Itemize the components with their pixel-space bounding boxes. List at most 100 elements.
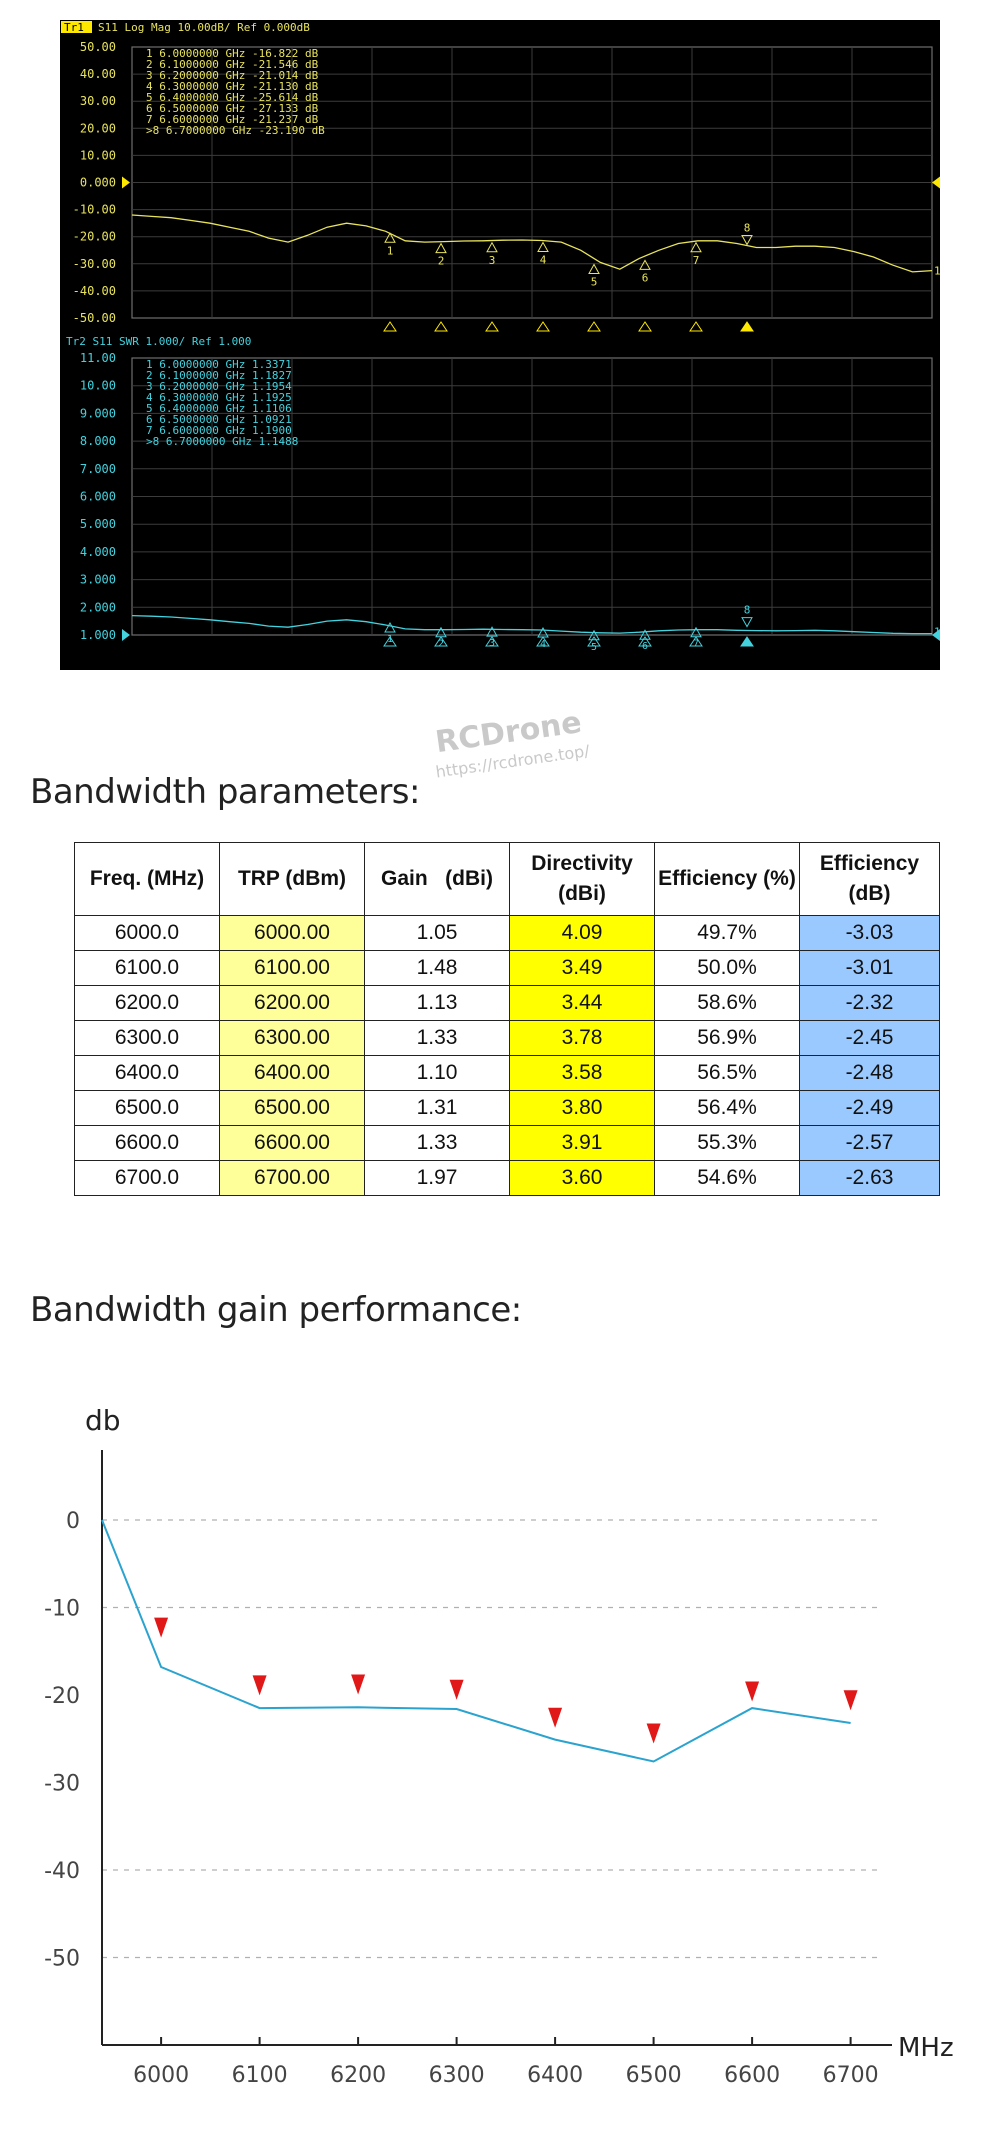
table-cell: 3.91 <box>509 1125 655 1161</box>
table-cell: 1.33 <box>364 1020 510 1056</box>
trace1-marker-arrow <box>639 259 651 270</box>
trace1-bottom-marker <box>383 321 397 332</box>
gain-marker <box>351 1674 366 1695</box>
trace2-marker-label: 5 <box>591 642 597 653</box>
trace1-y-tick: -40.00 <box>73 284 116 298</box>
trace2-bottom-marker <box>434 636 448 647</box>
trace1-line <box>131 214 933 273</box>
table-cell: -2.63 <box>799 1160 940 1196</box>
table-cell: 6100.0 <box>74 950 220 986</box>
table-cell: 49.7% <box>654 915 800 951</box>
table-cell: 6500.0 <box>74 1090 220 1126</box>
trace1-marker-readout: 1 6.0000000 GHz -16.822 dB <box>146 47 319 60</box>
trace2-bottom-marker <box>587 636 601 647</box>
trace1-y-tick: 0.000 <box>80 176 116 190</box>
header-trp: TRP (dBm) <box>219 842 365 916</box>
table-cell: 6400.00 <box>219 1055 365 1091</box>
table-row: 6500.0 6500.00 1.31 3.80 56.4% -2.49 <box>74 1090 940 1126</box>
y-tick-label: -30 <box>44 1772 80 1797</box>
trace2-marker-arrow <box>384 621 396 633</box>
gain-marker <box>745 1681 760 1702</box>
trace2-y-tick: 9.000 <box>80 406 116 420</box>
trace2-marker-arrow <box>741 617 753 628</box>
trace1-y-tick: -50.00 <box>73 311 116 325</box>
watermark: RCDrone https://rcdrone.top/ <box>397 700 623 786</box>
table-cell: 6700.0 <box>74 1160 220 1196</box>
trace1-y-tick: 10.00 <box>80 148 116 162</box>
table-cell: 6300.0 <box>74 1020 220 1056</box>
gain-line <box>101 1519 851 1763</box>
gain-marker <box>646 1723 661 1744</box>
trace1-end-label: 1 <box>934 265 940 278</box>
trace1-marker-arrow <box>537 241 549 252</box>
trace1-marker-readout: 5 6.4000000 GHz -25.614 dB <box>146 91 319 104</box>
trace2-marker-label: 2 <box>438 639 444 650</box>
table-cell: 6100.00 <box>219 950 365 986</box>
table-row: 6200.0 6200.00 1.13 3.44 58.6% -2.32 <box>74 985 940 1021</box>
trace1-marker-readout: 2 6.1000000 GHz -21.546 dB <box>146 58 319 71</box>
table-cell: -2.57 <box>799 1125 940 1161</box>
gain-marker <box>843 1690 858 1711</box>
trace2-y-tick: 8.000 <box>80 434 116 448</box>
table-cell: 50.0% <box>654 950 800 986</box>
table-cell: 6000.00 <box>219 915 365 951</box>
trace2-marker-readout: 2 6.1000000 GHz 1.1827 <box>146 369 292 382</box>
y-tick-label: 0 <box>66 1509 80 1534</box>
table-body: 6000.0 6000.00 1.05 4.09 49.7% -3.03 6100.0 610… <box>74 915 940 1196</box>
table-cell: 3.60 <box>509 1160 655 1196</box>
table-cell: -2.32 <box>799 985 940 1021</box>
header-directivity: Directivity (dBi) <box>509 842 655 916</box>
table-cell: 6600.00 <box>219 1125 365 1161</box>
trace2-y-tick: 4.000 <box>80 545 116 559</box>
x-tick-label: 6600 <box>724 2063 780 2088</box>
trace2-marker-label: 8 <box>744 604 751 617</box>
x-tick-label: 6700 <box>823 2063 879 2088</box>
table-cell: 1.97 <box>364 1160 510 1196</box>
x-tick-label: 6500 <box>626 2063 682 2088</box>
trace2-y-tick: 3.000 <box>80 573 116 587</box>
trace2-marker-arrow <box>639 629 651 640</box>
trace1-marker-label: 1 <box>387 244 394 257</box>
trace1-ref-left <box>122 176 130 189</box>
y-tick-label: -40 <box>44 1859 80 1884</box>
trace2-marker-label: 4 <box>540 639 546 650</box>
y-tick-label: -50 <box>44 1947 80 1972</box>
trace1-y-tick: -30.00 <box>73 257 116 271</box>
table-cell: 1.33 <box>364 1125 510 1161</box>
trace1-marker-label: 8 <box>744 222 751 235</box>
table-cell: 6000.0 <box>74 915 220 951</box>
table-cell: 6500.00 <box>219 1090 365 1126</box>
trace1-marker-label: 6 <box>642 271 649 284</box>
table-cell: 1.10 <box>364 1055 510 1091</box>
trace2-end-label: 1 <box>934 626 940 639</box>
trace1-y-tick: 30.00 <box>80 94 116 108</box>
trace2-marker-label: 1 <box>387 634 393 645</box>
trace2-marker-readout: 4 6.3000000 GHz 1.1925 <box>146 391 292 404</box>
params-table: Freq. (MHz) TRP (dBm) Gain (dBi) Directi… <box>74 842 940 1196</box>
trace2-marker-arrow <box>588 629 600 641</box>
trace1-ref-right <box>932 176 940 189</box>
trace1-bottom-marker <box>689 321 703 332</box>
table-cell: 6400.0 <box>74 1055 220 1091</box>
trace2-marker-readout: 5 6.4000000 GHz 1.1106 <box>146 402 292 415</box>
trace2-marker-readout: >8 6.7000000 GHz 1.1488 <box>146 435 298 448</box>
trace2-marker-readout: 1 6.0000000 GHz 1.3371 <box>146 358 292 371</box>
trace1-marker-label: 3 <box>489 254 496 267</box>
table-row: 6100.0 6100.00 1.48 3.49 50.0% -3.01 <box>74 950 940 986</box>
x-tick-label: 6300 <box>429 2063 485 2088</box>
trace1-marker-readout: 6 6.5000000 GHz -27.133 dB <box>146 102 319 115</box>
gain-marker <box>449 1679 464 1700</box>
trace1-marker-readout: 3 6.2000000 GHz -21.014 dB <box>146 69 319 82</box>
trace2-y-tick: 1.000 <box>80 628 116 642</box>
table-cell: -2.45 <box>799 1020 940 1056</box>
table-cell: -3.01 <box>799 950 940 986</box>
trace1-marker-readout: 4 6.3000000 GHz -21.130 dB <box>146 80 319 93</box>
trace2-bottom-marker <box>638 636 652 647</box>
trace1-marker-arrow <box>384 232 396 243</box>
trace1-marker-arrow <box>486 241 498 253</box>
table-header-row: Freq. (MHz) TRP (dBm) Gain (dBi) Directi… <box>74 842 940 916</box>
header-freq: Freq. (MHz) <box>74 842 220 916</box>
trace1-header: S11 Log Mag 10.00dB/ Ref 0.000dB <box>98 21 310 34</box>
table-row: 6700.0 6700.00 1.97 3.60 54.6% -2.63 <box>74 1160 940 1196</box>
trace2-header: Tr2 S11 SWR 1.000/ Ref 1.000 <box>66 335 251 348</box>
